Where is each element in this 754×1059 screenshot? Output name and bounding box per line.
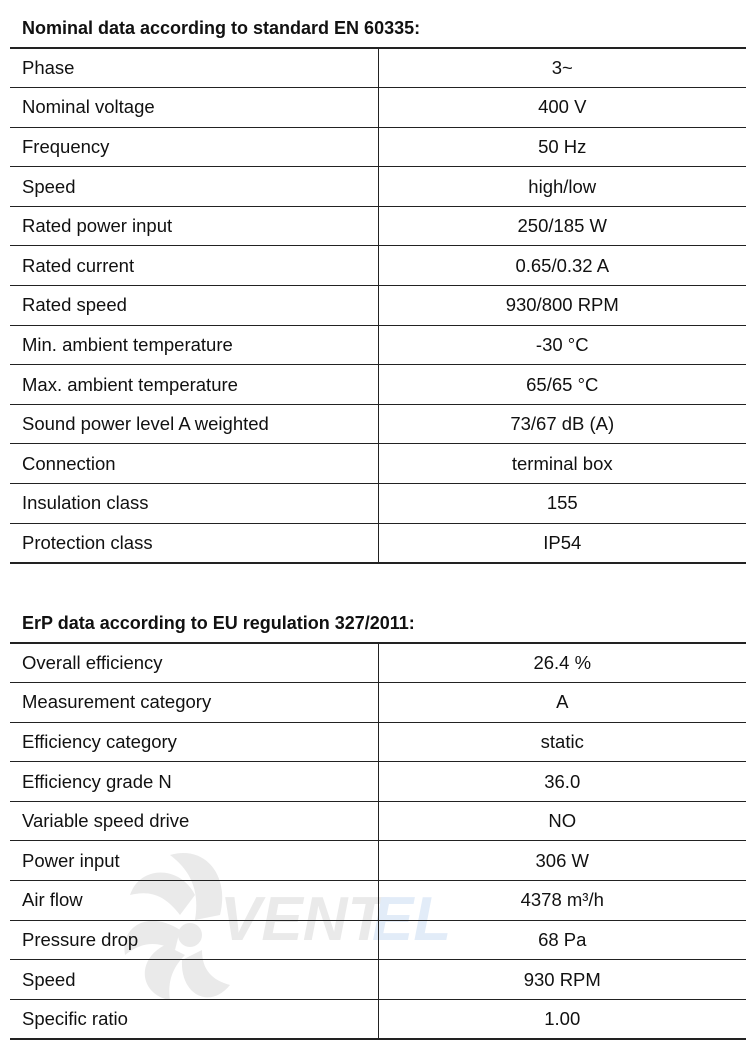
- row-label: Speed: [10, 959, 379, 1000]
- row-label: Sound power level A weighted: [10, 404, 379, 445]
- table-row: Rated power input 250/185 W: [10, 206, 746, 247]
- row-label: Power input: [10, 840, 379, 882]
- table-row: Variable speed drive NO: [10, 801, 746, 842]
- row-label: Rated current: [10, 245, 379, 287]
- table-header-row: ErP data according to EU regulation 327/…: [10, 604, 746, 644]
- row-value: 36.0: [378, 761, 746, 802]
- table-row: Overall efficiency 26.4 %: [10, 643, 746, 684]
- table-row: Rated current 0.65/0.32 A: [10, 245, 746, 287]
- row-label: Protection class: [10, 523, 379, 564]
- row-value: high/low: [378, 166, 746, 207]
- row-label: Min. ambient temperature: [10, 325, 379, 366]
- row-label: Nominal voltage: [10, 87, 379, 128]
- row-value: 930 RPM: [378, 959, 746, 1000]
- row-value: 400 V: [378, 87, 746, 128]
- table-row: Max. ambient temperature 65/65 °C: [10, 364, 746, 405]
- row-value: 3~: [378, 48, 746, 89]
- nominal-table-body: Phase 3~ Nominal voltage 400 V Frequency 50 H…: [10, 48, 746, 564]
- row-label: Variable speed drive: [10, 801, 379, 842]
- row-label: Frequency: [10, 127, 379, 168]
- row-value: 65/65 °C: [378, 364, 746, 405]
- table-row: Sound power level A weighted 73/67 dB (A): [10, 404, 746, 445]
- row-value: A: [378, 682, 746, 723]
- row-value: 930/800 RPM: [378, 285, 746, 326]
- table-row: Connection terminal box: [10, 443, 746, 485]
- table-row: Efficiency category static: [10, 722, 746, 763]
- table-row: Protection class IP54: [10, 523, 746, 564]
- row-value: NO: [378, 801, 746, 842]
- row-value: 155: [378, 483, 746, 524]
- row-label: Max. ambient temperature: [10, 364, 379, 405]
- row-label: Specific ratio: [10, 999, 379, 1040]
- table-row: Specific ratio 1.00: [10, 999, 746, 1040]
- row-value: -30 °C: [378, 325, 746, 366]
- table-row: Speed 930 RPM: [10, 959, 746, 1000]
- row-value: IP54: [378, 523, 746, 564]
- row-value: 250/185 W: [378, 206, 746, 247]
- table-row: Pressure drop 68 Pa: [10, 920, 746, 961]
- table-row: Min. ambient temperature -30 °C: [10, 325, 746, 366]
- row-value: static: [378, 722, 746, 763]
- table-row: Nominal voltage 400 V: [10, 87, 746, 128]
- table-row: Rated speed 930/800 RPM: [10, 285, 746, 326]
- row-label: Measurement category: [10, 682, 379, 723]
- table-row: Frequency 50 Hz: [10, 127, 746, 168]
- table-row: Phase 3~: [10, 48, 746, 89]
- table-header-row: Nominal data according to standard EN 60…: [10, 9, 746, 49]
- erp-table-body: Overall efficiency 26.4 % Measurement cate…: [10, 643, 746, 1040]
- table-row: Efficiency grade N 36.0: [10, 761, 746, 802]
- table-row: Insulation class 155: [10, 483, 746, 524]
- row-label: Phase: [10, 48, 379, 89]
- row-label: Efficiency grade N: [10, 761, 379, 802]
- row-label: Rated power input: [10, 206, 379, 247]
- row-label: Air flow: [10, 880, 379, 921]
- row-label: Speed: [10, 166, 379, 207]
- erp-data-table: ErP data according to EU regulation 327/…: [10, 604, 746, 1040]
- row-value: 4378 m³/h: [378, 880, 746, 921]
- row-value: terminal box: [378, 443, 746, 485]
- row-value: 73/67 dB (A): [378, 404, 746, 445]
- nominal-table-title: Nominal data according to standard EN 60…: [10, 9, 746, 49]
- table-row: Power input 306 W: [10, 840, 746, 882]
- row-label: Pressure drop: [10, 920, 379, 961]
- erp-table-title: ErP data according to EU regulation 327/…: [10, 604, 746, 644]
- row-value: 50 Hz: [378, 127, 746, 168]
- row-label: Insulation class: [10, 483, 379, 524]
- table-row: Measurement category A: [10, 682, 746, 723]
- row-label: Connection: [10, 443, 379, 485]
- row-label: Rated speed: [10, 285, 379, 326]
- row-value: 1.00: [378, 999, 746, 1040]
- row-label: Overall efficiency: [10, 643, 379, 684]
- row-label: Efficiency category: [10, 722, 379, 763]
- nominal-data-table: Nominal data according to standard EN 60…: [10, 9, 746, 564]
- table-row: Air flow 4378 m³/h: [10, 880, 746, 921]
- row-value: 0.65/0.32 A: [378, 245, 746, 287]
- row-value: 26.4 %: [378, 643, 746, 684]
- row-value: 68 Pa: [378, 920, 746, 961]
- table-row: Speed high/low: [10, 166, 746, 207]
- row-value: 306 W: [378, 840, 746, 882]
